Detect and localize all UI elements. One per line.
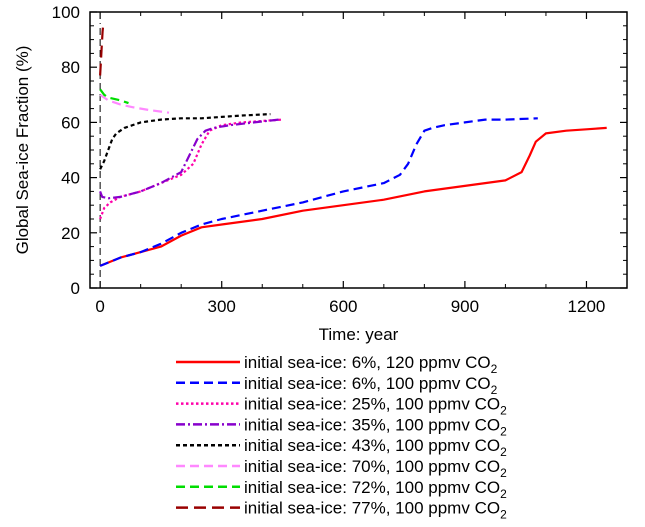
series-line-5 <box>99 113 271 170</box>
x-tick-label: 600 <box>329 297 357 316</box>
legend-label: initial sea-ice: 43%, 100 ppmv CO2 <box>244 436 507 459</box>
x-tick-label: 0 <box>95 297 104 316</box>
x-axis-label: Time: year <box>319 325 399 344</box>
y-tick-label: 80 <box>61 58 80 77</box>
legend-item: initial sea-ice: 6%, 120 ppmv CO2 <box>176 353 498 376</box>
series-line-1 <box>99 126 607 267</box>
series-line-4 <box>99 118 279 200</box>
y-tick-label: 40 <box>61 169 80 188</box>
legend-label: initial sea-ice: 70%, 100 ppmv CO2 <box>244 457 507 480</box>
series-line-3 <box>99 118 283 220</box>
x-axis: 0 300 600 900 1200 <box>95 12 628 316</box>
legend-label: initial sea-ice: 72%, 100 ppmv CO2 <box>244 478 507 501</box>
y-tick-label: 0 <box>71 279 80 298</box>
series-line-8 <box>99 22 105 76</box>
plot-lines <box>99 22 607 288</box>
series-line-7 <box>99 88 129 105</box>
legend-item: initial sea-ice: 70%, 100 ppmv CO2 <box>176 457 507 480</box>
legend: initial sea-ice: 6%, 120 ppmv CO2initial… <box>176 353 507 522</box>
legend-item: initial sea-ice: 72%, 100 ppmv CO2 <box>176 478 507 501</box>
y-tick-label: 60 <box>61 113 80 132</box>
x-tick-label: 1200 <box>568 297 606 316</box>
legend-item: initial sea-ice: 25%, 100 ppmv CO2 <box>176 395 507 418</box>
legend-item: initial sea-ice: 77%, 100 ppmv CO2 <box>176 499 507 522</box>
legend-item: initial sea-ice: 43%, 100 ppmv CO2 <box>176 436 507 459</box>
y-tick-label: 20 <box>61 224 80 243</box>
legend-label: initial sea-ice: 6%, 100 ppmv CO2 <box>244 374 498 397</box>
legend-label: initial sea-ice: 6%, 120 ppmv CO2 <box>244 353 498 376</box>
y-tick-label: 100 <box>52 3 80 22</box>
x-tick-label: 900 <box>451 297 479 316</box>
series-line-6 <box>99 93 170 114</box>
legend-label: initial sea-ice: 77%, 100 ppmv CO2 <box>244 499 507 522</box>
legend-label: initial sea-ice: 35%, 100 ppmv CO2 <box>244 415 507 438</box>
y-axis-label: Global Sea-ice Fraction (%) <box>13 46 32 255</box>
series-line-2 <box>99 117 538 267</box>
legend-item: initial sea-ice: 35%, 100 ppmv CO2 <box>176 415 507 438</box>
legend-item: initial sea-ice: 6%, 100 ppmv CO2 <box>176 374 498 397</box>
legend-label: initial sea-ice: 25%, 100 ppmv CO2 <box>244 395 507 418</box>
x-tick-label: 300 <box>208 297 236 316</box>
plot-frame <box>89 11 628 289</box>
y-axis: 0 20 40 60 80 100 <box>52 3 627 298</box>
